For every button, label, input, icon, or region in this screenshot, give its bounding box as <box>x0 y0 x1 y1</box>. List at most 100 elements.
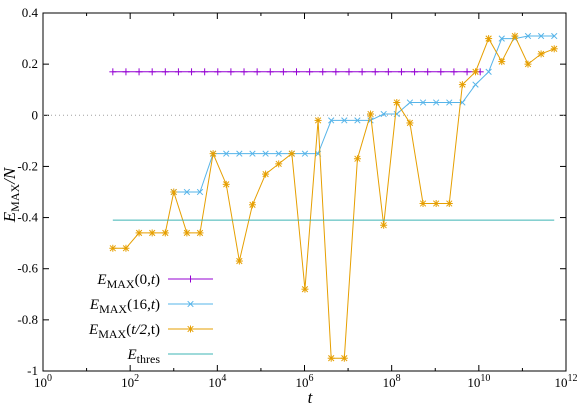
series-2-point-34 <box>550 45 558 53</box>
series-2-point-5 <box>170 188 178 196</box>
series-2-point-21 <box>380 221 388 229</box>
series-2-point-23 <box>406 119 414 127</box>
ticks-layer: 100 102 104 106 108 1010 10120.40.20-0.2-0.4-0… <box>17 5 577 390</box>
series-2 <box>109 32 558 362</box>
series-0-point-27 <box>463 68 471 76</box>
series-0-point-23 <box>411 68 419 76</box>
series-2-point-10 <box>235 257 243 265</box>
series-2-point-11 <box>248 201 256 209</box>
series-0-point-24 <box>424 68 432 76</box>
series-2-point-2 <box>135 229 143 237</box>
series-0-point-0 <box>109 68 117 76</box>
series-2-point-29 <box>485 35 493 43</box>
legend-sample-0 <box>168 275 213 283</box>
series-1-point-20 <box>432 99 440 106</box>
y-tick-label-5: -0.6 <box>17 261 38 276</box>
series-2-point-24 <box>419 200 427 208</box>
y-tick-label-0: 0.4 <box>22 5 39 20</box>
series-1-point-5 <box>236 150 243 157</box>
series-2-point-18 <box>340 354 348 362</box>
series-2-point-0 <box>109 244 117 252</box>
series-1-point-19 <box>419 99 427 106</box>
legend-label-3: Ethres <box>127 347 161 366</box>
series-1-point-15 <box>367 117 374 124</box>
y-tick-label-2: 0 <box>32 107 39 122</box>
y-tick-label-3: -0.2 <box>17 158 38 173</box>
series-1-point-10 <box>301 150 309 157</box>
series-0-point-3 <box>148 68 156 76</box>
legend-sample-2 <box>168 325 213 333</box>
y-axis-title: EMAX/N <box>0 166 22 223</box>
series-0-point-5 <box>174 68 182 76</box>
series-0-point-8 <box>214 68 222 76</box>
x-tick-label-6: 1012 <box>555 373 578 390</box>
legend-marker-1 <box>187 300 194 308</box>
y-tick-label-1: 0.2 <box>22 56 38 71</box>
plot-frame <box>42 12 567 372</box>
series-0-point-22 <box>397 68 405 76</box>
x-axis-title: t <box>308 388 314 407</box>
series-0-point-20 <box>371 68 379 76</box>
series-2-point-7 <box>196 229 204 237</box>
series-1-point-12 <box>328 117 335 124</box>
series-0-point-15 <box>306 68 314 76</box>
series-2-point-19 <box>353 155 361 163</box>
series-0-point-26 <box>450 68 458 76</box>
series-2-point-9 <box>222 180 230 188</box>
series-1-point-25 <box>498 35 505 42</box>
series-2-point-27 <box>458 81 466 89</box>
series-2-point-12 <box>262 170 270 178</box>
series-1-point-23 <box>472 81 479 88</box>
series-0-point-11 <box>253 68 261 76</box>
legend-marker-0 <box>187 275 194 283</box>
series-0-point-7 <box>201 68 209 76</box>
series-1-point-21 <box>446 99 453 106</box>
series-0-point-1 <box>122 68 130 76</box>
series-2-point-17 <box>327 354 335 362</box>
series-0-point-21 <box>384 68 392 76</box>
series-0-point-12 <box>266 68 274 76</box>
series-1-point-18 <box>406 99 414 106</box>
series-layer <box>109 32 558 362</box>
legend-label-1: EMAX(16,t) <box>89 297 160 316</box>
series-2-point-16 <box>314 116 322 124</box>
series-0-point-4 <box>161 68 169 76</box>
series-2-point-28 <box>472 68 480 76</box>
series-2-point-4 <box>161 229 169 237</box>
series-1-point-1 <box>183 188 191 196</box>
series-1-line <box>173 35 555 193</box>
series-0-point-6 <box>188 68 196 76</box>
series-0-point-25 <box>437 68 445 76</box>
series-1-point-8 <box>275 150 282 157</box>
series-0-point-16 <box>319 68 327 76</box>
legend-sample-1 <box>168 300 213 308</box>
svg-text:EMAX/N: EMAX/N <box>0 166 22 223</box>
series-1-point-16 <box>380 110 387 118</box>
series-1-point-7 <box>262 150 269 157</box>
x-tick-label-1: 102 <box>121 373 139 390</box>
series-0-point-18 <box>345 68 353 76</box>
series-0-point-13 <box>279 68 287 76</box>
series-1-point-6 <box>249 150 256 157</box>
series-1-point-4 <box>223 150 230 157</box>
x-tick-label-5: 1010 <box>467 373 490 390</box>
series-0-point-14 <box>293 68 301 76</box>
series-0-point-19 <box>358 68 366 76</box>
legend-label-0: EMAX(0,t) <box>96 272 160 291</box>
series-2-point-8 <box>209 150 217 158</box>
series-2-point-30 <box>498 58 506 66</box>
series-1-point-28 <box>537 32 545 40</box>
series-2-point-15 <box>301 285 309 293</box>
series-2-point-33 <box>537 50 545 58</box>
series-2-point-32 <box>524 60 532 68</box>
legend-marker-2 <box>187 325 194 333</box>
series-1 <box>170 32 558 196</box>
series-0 <box>109 68 484 76</box>
series-2-point-20 <box>367 110 375 118</box>
series-1-point-27 <box>524 32 532 40</box>
series-0-point-2 <box>135 68 143 76</box>
series-2-line <box>112 34 555 359</box>
x-tick-label-2: 104 <box>208 373 226 390</box>
